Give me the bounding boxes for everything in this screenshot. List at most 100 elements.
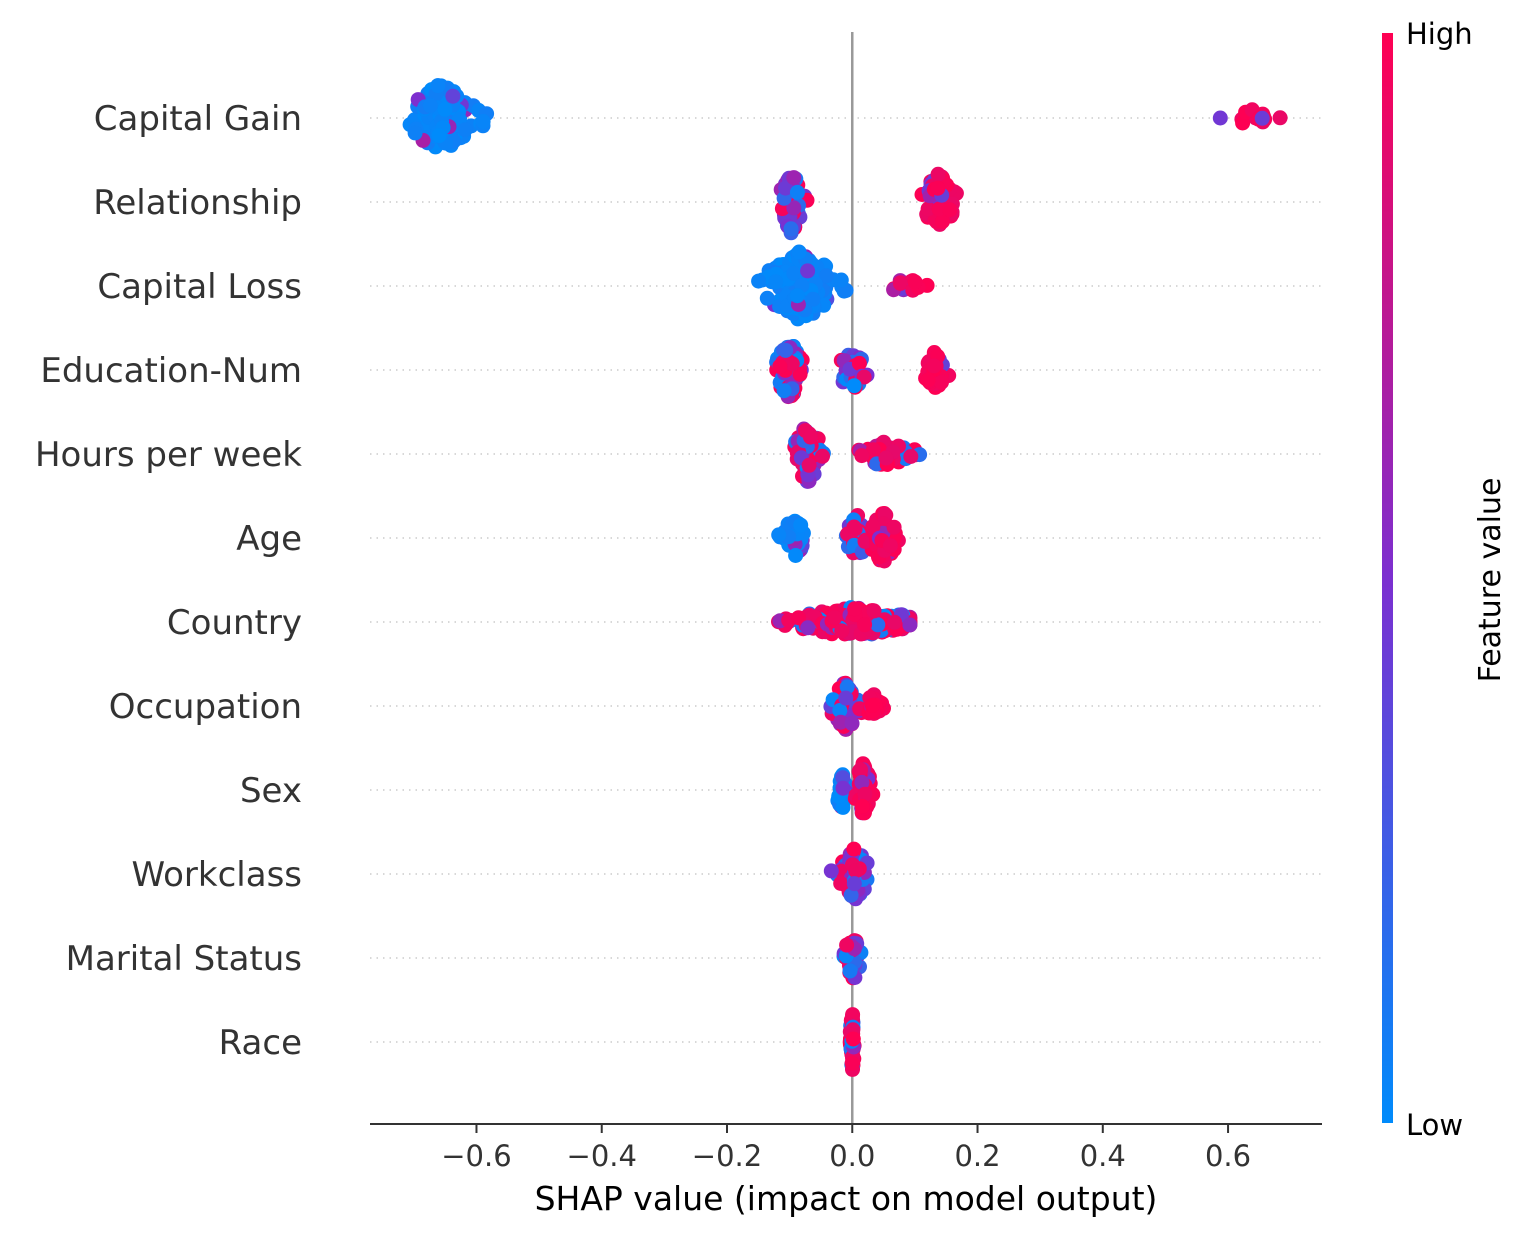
- data-point: [437, 101, 453, 117]
- data-point: [793, 517, 809, 533]
- data-point: [907, 274, 923, 290]
- data-point: [934, 374, 949, 390]
- data-point: [866, 442, 881, 458]
- feature-label: Race: [219, 1023, 302, 1063]
- data-point: [838, 690, 854, 706]
- data-point: [857, 786, 873, 802]
- feature-label: Occupation: [109, 687, 302, 727]
- x-tick-label: 0.2: [954, 1139, 1000, 1173]
- feature-label: Workclass: [132, 855, 303, 895]
- data-point: [854, 798, 870, 814]
- data-point: [902, 617, 918, 633]
- data-point: [832, 703, 848, 718]
- data-point: [835, 780, 851, 796]
- data-point: [845, 1007, 861, 1023]
- data-point: [846, 519, 862, 535]
- x-tick-label: 0.0: [829, 1139, 875, 1173]
- data-point: [882, 538, 898, 554]
- data-point: [844, 1055, 860, 1071]
- data-point: [791, 244, 807, 260]
- data-point: [857, 617, 873, 633]
- feature-label: Relationship: [93, 183, 302, 223]
- x-tick-label: −0.4: [567, 1139, 637, 1173]
- data-point: [847, 601, 863, 617]
- data-point: [930, 180, 946, 196]
- data-point: [848, 863, 864, 879]
- feature-label: Capital Gain: [94, 99, 302, 139]
- feature-label: Country: [167, 603, 302, 643]
- data-point: [853, 762, 868, 778]
- data-point: [833, 272, 849, 288]
- feature-label: Hours per week: [35, 435, 302, 475]
- x-axis-ticks: −0.6 −0.4 −0.2 0.0 0.2 0.4 0.6: [441, 1124, 1251, 1173]
- data-point: [833, 875, 849, 891]
- data-point: [803, 429, 818, 445]
- data-point: [818, 268, 834, 284]
- feature-label: Marital Status: [66, 939, 302, 979]
- data-point: [920, 372, 936, 388]
- data-point: [926, 358, 942, 374]
- data-point: [865, 519, 881, 534]
- data-point: [839, 937, 855, 953]
- feature-label: Education-Num: [40, 351, 302, 391]
- data-point: [846, 841, 862, 857]
- data-point: [788, 548, 804, 563]
- data-point: [778, 342, 794, 358]
- data-point: [886, 519, 902, 535]
- data-point: [866, 603, 882, 619]
- data-points: [402, 78, 1288, 1077]
- data-point: [870, 617, 886, 633]
- data-point: [407, 125, 423, 141]
- data-point: [931, 201, 947, 217]
- data-point: [846, 876, 862, 892]
- data-point: [845, 1031, 861, 1047]
- data-point: [805, 291, 821, 307]
- data-point: [920, 201, 936, 217]
- data-point: [792, 366, 808, 382]
- data-point: [823, 863, 839, 879]
- data-point: [772, 358, 788, 374]
- data-point: [892, 276, 908, 291]
- colorbar-title: Feature value: [1473, 478, 1508, 683]
- data-point: [835, 770, 851, 786]
- data-point: [844, 715, 860, 731]
- data-point: [1212, 110, 1228, 126]
- data-point: [751, 273, 767, 289]
- data-point: [786, 200, 802, 216]
- x-tick-label: −0.6: [441, 1139, 511, 1173]
- data-point: [887, 614, 902, 630]
- data-point: [422, 98, 438, 114]
- data-point: [846, 378, 862, 394]
- data-point: [1254, 110, 1270, 126]
- data-point: [791, 610, 806, 626]
- data-point: [856, 369, 872, 385]
- data-point: [935, 213, 950, 229]
- data-point: [430, 78, 446, 94]
- data-point: [784, 356, 800, 372]
- data-point: [789, 184, 805, 200]
- data-point: [851, 355, 867, 371]
- colorbar-low-label: Low: [1406, 1108, 1463, 1142]
- data-point: [834, 623, 850, 639]
- data-point: [801, 457, 817, 473]
- feature-labels: Capital Gain Relationship Capital Loss Educ…: [35, 99, 302, 1063]
- data-point: [864, 698, 880, 713]
- data-point: [833, 714, 849, 730]
- data-point: [854, 774, 870, 790]
- data-point: [842, 963, 858, 979]
- data-point: [878, 450, 894, 466]
- data-point: [827, 610, 843, 626]
- data-point: [783, 221, 799, 237]
- grid-lines: [370, 117, 1322, 1043]
- feature-label: Sex: [240, 771, 302, 811]
- x-tick-label: −0.2: [692, 1139, 762, 1173]
- data-point: [903, 449, 919, 464]
- data-point: [475, 114, 491, 129]
- colorbar-gradient: [1382, 33, 1393, 1123]
- data-point: [768, 274, 784, 290]
- data-point: [778, 180, 793, 196]
- x-tick-label: 0.4: [1080, 1139, 1126, 1173]
- data-point: [815, 448, 830, 464]
